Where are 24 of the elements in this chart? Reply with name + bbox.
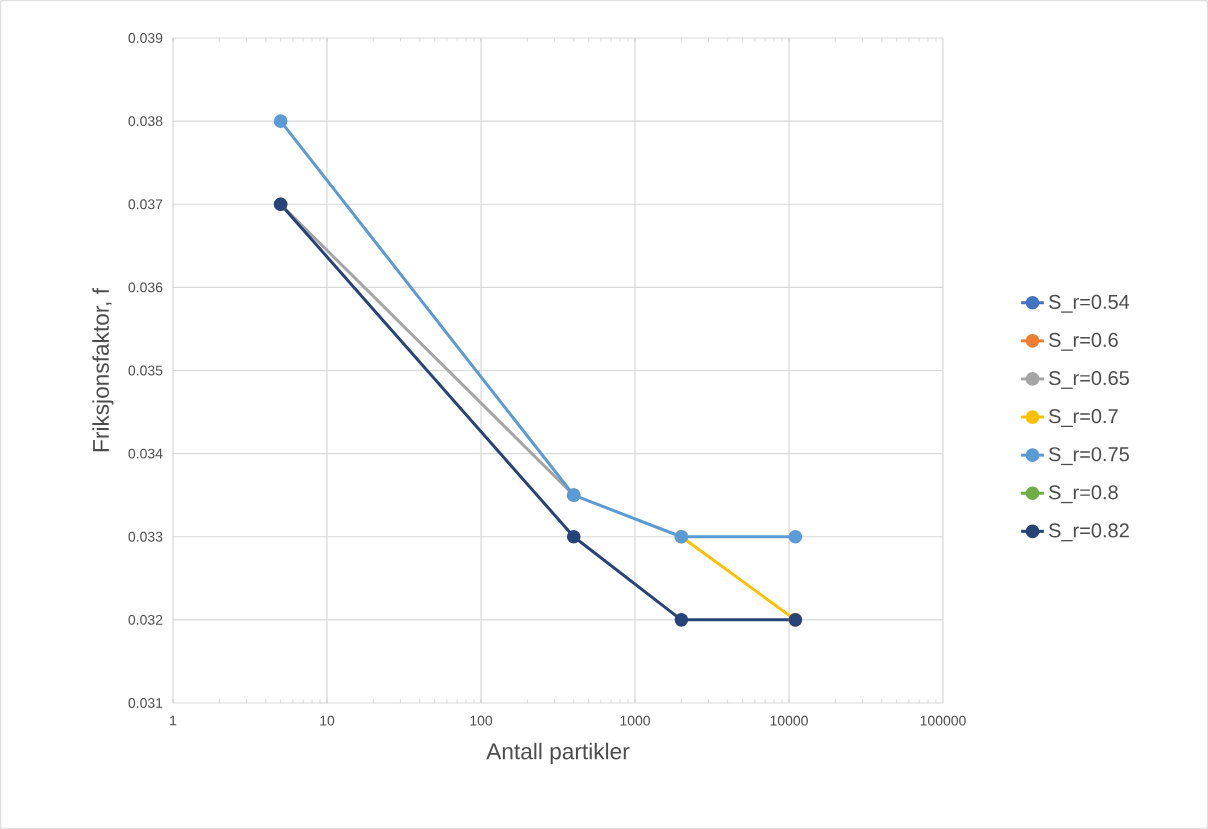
y-tick-label: 0.032 bbox=[128, 614, 163, 625]
y-tick-label: 0.039 bbox=[128, 33, 163, 43]
y-tick-label: 0.037 bbox=[128, 199, 163, 210]
legend-label: S_r=0.75 bbox=[1048, 447, 1129, 466]
legend-label: S_r=0.54 bbox=[1048, 294, 1130, 313]
y-tick-label: 0.033 bbox=[128, 531, 163, 542]
legend-label: S_r=0.6 bbox=[1048, 332, 1118, 351]
x-tick-label: 100000 bbox=[920, 715, 966, 726]
x-tick-label: 1 bbox=[170, 715, 177, 726]
x-tick-label: 1000 bbox=[620, 715, 651, 726]
x-tick-label: 10 bbox=[320, 715, 335, 726]
legend-label: S_r=0.8 bbox=[1048, 485, 1118, 504]
x-axis-title: Antall partikler bbox=[486, 742, 630, 764]
y-tick-label: 0.038 bbox=[128, 116, 163, 127]
y-tick-label: 0.035 bbox=[128, 365, 163, 376]
y-tick-label: 0.034 bbox=[128, 448, 163, 459]
x-tick-label: 10000 bbox=[770, 715, 808, 726]
legend-label: S_r=0.65 bbox=[1048, 370, 1129, 389]
legend-label: S_r=0.82 bbox=[1048, 523, 1129, 542]
y-tick-label: 0.031 bbox=[128, 698, 163, 708]
y-axis-title: Friksjonsfaktor, f bbox=[92, 287, 114, 452]
x-tick-label: 100 bbox=[470, 715, 493, 726]
y-tick-label: 0.036 bbox=[128, 282, 163, 293]
legend-label: S_r=0.7 bbox=[1048, 409, 1118, 428]
